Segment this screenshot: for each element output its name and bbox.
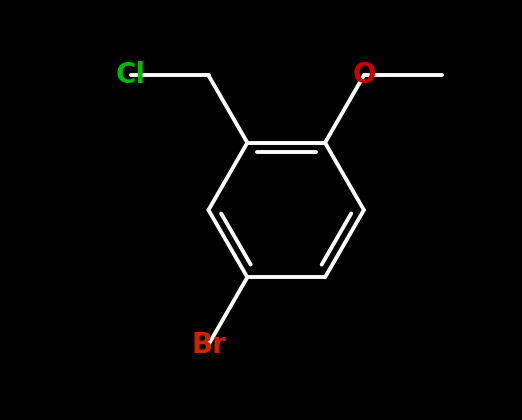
Text: Cl: Cl	[116, 61, 146, 89]
Text: O: O	[352, 61, 376, 89]
Text: Br: Br	[191, 331, 226, 359]
